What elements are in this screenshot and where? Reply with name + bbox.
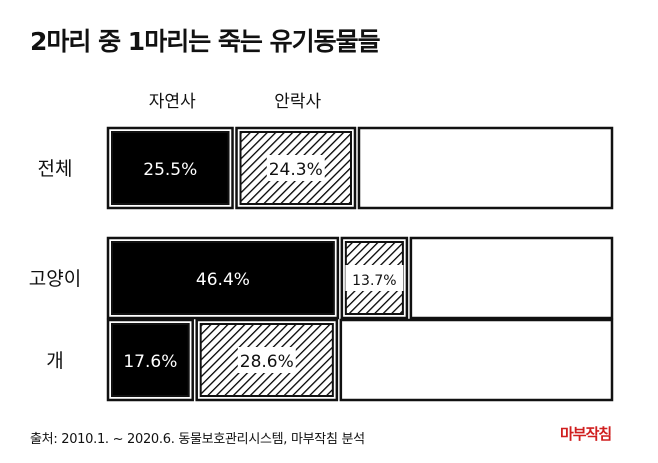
category-label-2: 개 — [46, 350, 63, 372]
bar-remainder-2 — [339, 318, 614, 402]
category-label-0: 전체 — [38, 158, 73, 180]
data-label-0-0: 25.5% — [143, 160, 197, 180]
chart-title: 2마리 중 1마리는 죽는 유기동물들 — [30, 27, 381, 56]
data-label-box-0-1 — [266, 155, 325, 181]
bar-segment-2-0 — [111, 323, 190, 397]
legend-label-1: 안락사 — [274, 92, 321, 112]
data-label-box-2-1 — [237, 347, 296, 373]
data-label-0-1: 24.3% — [269, 160, 323, 180]
brand-logo: 마부작침 — [560, 425, 612, 443]
data-label-box-1-1 — [345, 265, 404, 291]
bar-remainder-0 — [357, 126, 614, 210]
bar-remainder-1 — [409, 236, 614, 320]
bar-segment-1-0 — [111, 241, 335, 315]
category-label-1: 고양이 — [29, 268, 81, 290]
data-label-1-0: 46.4% — [196, 270, 250, 290]
legend-label-0: 자연사 — [149, 92, 196, 112]
data-label-2-0: 17.6% — [123, 352, 177, 372]
source-note: 출처: 2010.1. ~ 2020.6. 동물보호관리시스템, 마부작침 분석 — [30, 432, 365, 447]
data-label-2-1: 28.6% — [240, 352, 294, 372]
data-label-1-1: 13.7% — [352, 273, 396, 289]
bar-segment-0-0 — [111, 131, 230, 205]
